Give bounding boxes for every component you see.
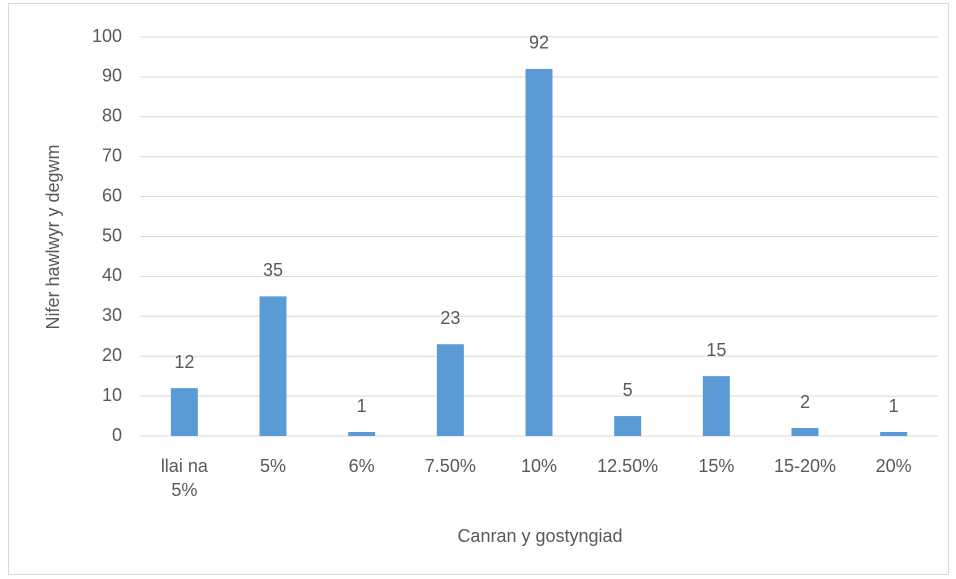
bar — [791, 428, 819, 436]
x-tick-label: 15-20% — [773, 456, 837, 476]
data-label: 15 — [706, 340, 726, 360]
data-label: 1 — [357, 396, 367, 416]
bar — [525, 68, 553, 437]
y-tick-label: 70 — [102, 145, 122, 165]
y-tick-label: 0 — [112, 425, 122, 445]
x-tick-label: llai na 5% — [160, 456, 208, 500]
y-tick-label: 60 — [102, 185, 122, 205]
data-label: 2 — [800, 392, 810, 412]
data-label: 5 — [623, 380, 633, 400]
bar — [702, 376, 730, 436]
x-tick-label: 15% — [698, 456, 735, 476]
y-tick-label: 80 — [102, 106, 122, 126]
bar — [436, 344, 464, 436]
y-tick-label: 10 — [102, 385, 122, 405]
y-tick-label: 20 — [102, 345, 122, 365]
data-label: 35 — [263, 260, 283, 280]
data-label: 12 — [174, 352, 194, 372]
bar — [348, 432, 376, 436]
y-tick-label: 50 — [102, 225, 122, 245]
data-label: 23 — [440, 308, 460, 328]
x-tick-label: 5% — [259, 456, 286, 476]
x-axis-title: Canran y gostyngiad — [457, 526, 622, 546]
x-tick-label: 12.50% — [597, 456, 659, 476]
chart-frame — [8, 3, 949, 575]
y-tick-label: 30 — [102, 305, 122, 325]
bar — [880, 432, 908, 436]
x-tick-label: 10% — [520, 456, 558, 476]
x-tick-label: 7.50% — [424, 456, 476, 476]
y-axis-title: Nifer hawlwyr y degwm — [43, 144, 63, 329]
data-label: 92 — [529, 33, 549, 53]
y-tick-label: 40 — [102, 265, 122, 285]
bar — [259, 296, 287, 436]
bar — [614, 416, 642, 436]
data-label: 1 — [889, 396, 899, 416]
y-tick-label: 90 — [102, 66, 122, 86]
x-tick-label: 6% — [348, 456, 375, 476]
y-tick-label: 100 — [92, 26, 122, 46]
bar — [170, 388, 198, 436]
x-tick-label: 20% — [875, 456, 912, 476]
